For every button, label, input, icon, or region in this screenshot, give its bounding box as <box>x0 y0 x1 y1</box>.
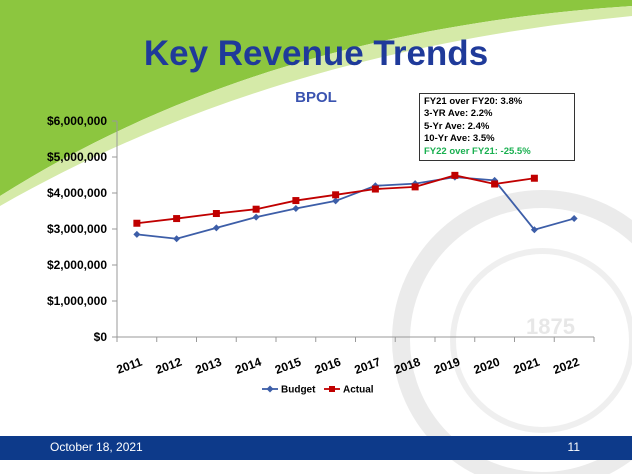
x-tick-label: 2014 <box>233 355 263 377</box>
data-point-budget <box>252 213 260 221</box>
data-point-actual <box>451 171 459 179</box>
x-tick-label: 2016 <box>313 355 343 377</box>
seal-year: 1875 <box>526 314 575 339</box>
legend-marker-actual <box>329 386 335 392</box>
seal-inner-ring: 1875 <box>450 248 632 433</box>
data-point-actual <box>332 191 340 199</box>
data-point-actual <box>530 174 538 182</box>
x-tick-label: 2012 <box>154 355 184 377</box>
data-point-actual <box>252 205 260 213</box>
data-point-budget <box>133 230 141 238</box>
data-point-actual <box>173 215 181 223</box>
footer-date: October 18, 2021 <box>50 440 143 454</box>
legend-label-budget: Budget <box>281 385 316 396</box>
footer-bar: October 18, 2021 11 <box>0 436 632 460</box>
legend-marker-budget <box>266 385 274 393</box>
x-tick-label: 2018 <box>392 355 422 377</box>
data-point-actual <box>212 210 220 218</box>
data-point-actual <box>371 185 379 193</box>
x-tick-label: 2017 <box>353 355 383 377</box>
y-tick-label: $0 <box>94 330 108 344</box>
x-tick-label: 2015 <box>273 355 303 377</box>
y-tick-label: $5,000,000 <box>47 150 107 164</box>
x-tick-label: 2020 <box>472 355 502 377</box>
annotation-box: FY21 over FY20: 3.8% 3-YR Ave: 2.2% 5-Yr… <box>419 93 575 161</box>
data-point-actual <box>411 183 419 191</box>
data-point-budget <box>212 224 220 232</box>
chart-subtitle: BPOL <box>295 89 337 106</box>
annotation-line: 10-Yr Ave: 3.5% <box>424 133 495 145</box>
data-point-actual <box>491 180 499 188</box>
data-point-budget <box>292 204 300 212</box>
data-point-budget <box>530 226 538 234</box>
annotation-line: 5-Yr Ave: 2.4% <box>424 120 490 132</box>
data-point-budget <box>570 215 578 223</box>
slide-title: Key Revenue Trends <box>143 34 489 73</box>
x-tick-label: 2013 <box>194 355 224 377</box>
y-tick-label: $2,000,000 <box>47 258 107 272</box>
annotation-line: 3-YR Ave: 2.2% <box>424 108 493 120</box>
page-number: 11 <box>567 440 580 454</box>
legend-label-actual: Actual <box>343 385 374 396</box>
x-tick-label: 2019 <box>432 355 462 377</box>
x-tick-label: 2021 <box>512 355 542 377</box>
data-point-actual <box>133 219 141 227</box>
data-point-budget <box>173 235 181 243</box>
y-tick-label: $1,000,000 <box>47 294 107 308</box>
data-point-budget <box>332 197 340 205</box>
data-point-actual <box>292 197 300 205</box>
y-tick-label: $4,000,000 <box>47 186 107 200</box>
x-tick-label: 2011 <box>115 355 145 377</box>
annotation-line-highlight: FY22 over FY21: -25.5% <box>424 145 531 157</box>
x-tick-label: 2022 <box>551 355 581 377</box>
y-tick-label: $6,000,000 <box>47 114 107 128</box>
series-line-budget <box>136 176 575 240</box>
annotation-line: FY21 over FY20: 3.8% <box>424 96 523 107</box>
y-tick-label: $3,000,000 <box>47 222 107 236</box>
